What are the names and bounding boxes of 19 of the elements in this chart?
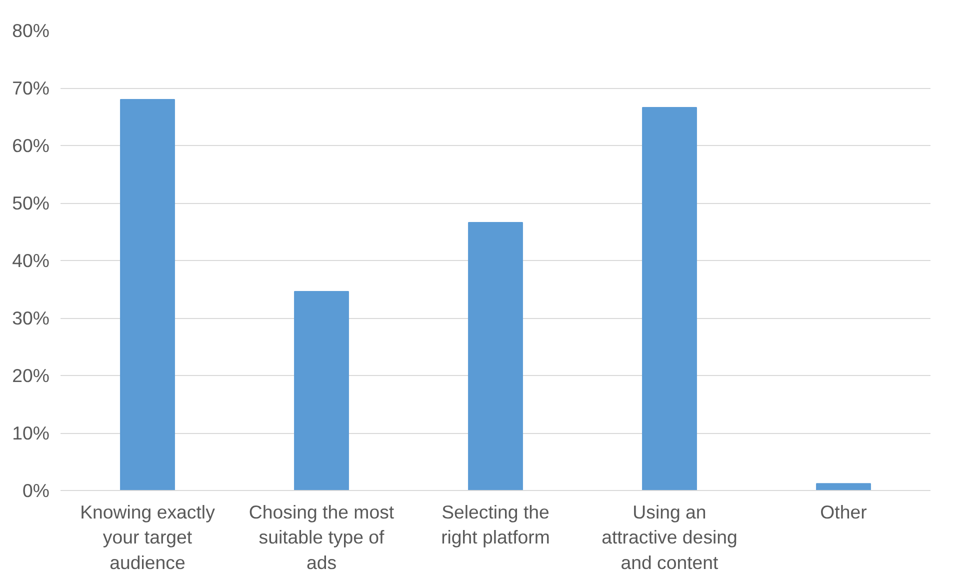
- y-tick-label: 80%: [12, 20, 50, 41]
- bar: [816, 483, 871, 490]
- bar: [294, 291, 349, 490]
- y-tick-label: 30%: [12, 308, 50, 328]
- y-tick-label: 70%: [12, 78, 50, 98]
- y-tick-label: 60%: [12, 135, 50, 156]
- bar: [468, 222, 523, 490]
- x-tick-label: Selecting the right platform: [441, 502, 550, 548]
- bar: [642, 107, 697, 490]
- x-tick-label: Knowing exactly your target audience: [80, 502, 216, 573]
- y-tick-label: 10%: [12, 422, 50, 444]
- y-tick-label: 20%: [12, 365, 50, 386]
- y-tick-label: 40%: [12, 250, 50, 271]
- y-tick-label: 0%: [22, 480, 50, 501]
- x-tick-label: Other: [820, 502, 867, 522]
- x-tick-label: Using an attractive desing and content: [602, 502, 738, 573]
- x-tick-label: Chosing the most suitable type of ads: [248, 502, 395, 573]
- y-tick-label: 50%: [12, 192, 50, 214]
- bar: [120, 99, 175, 490]
